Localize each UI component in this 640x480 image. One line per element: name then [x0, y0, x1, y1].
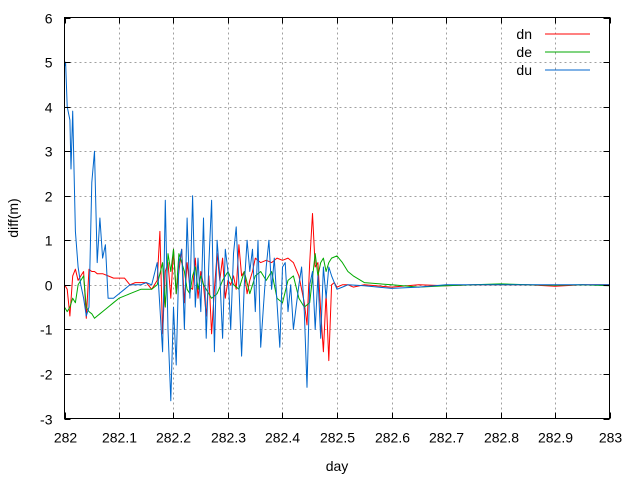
y-axis-label: diff(m): [5, 198, 21, 237]
y-tick-label: 6: [45, 11, 53, 27]
legend-label-du: du: [516, 62, 532, 78]
y-tick-label: 4: [45, 100, 53, 116]
y-tick-label: 3: [45, 144, 53, 160]
series-line-de: [64, 248, 610, 319]
x-tick-label: 282.3: [211, 430, 246, 446]
y-tick-labels: -3 -2 -1 0 1 2 3 4 5 6: [40, 11, 53, 428]
series-lines: [64, 61, 610, 402]
x-tick-label: 282.7: [429, 430, 464, 446]
y-tick-label: 2: [45, 189, 53, 205]
x-tick-label: 282.4: [265, 430, 300, 446]
legend: dn de du: [516, 26, 590, 78]
y-tick-label: -2: [40, 367, 53, 383]
x-tick-label: 282.6: [375, 430, 410, 446]
x-tick-label: 282.8: [484, 430, 519, 446]
legend-label-dn: dn: [516, 26, 532, 42]
x-tick-label: 282.2: [156, 430, 191, 446]
series-line-du: [64, 61, 610, 402]
x-tick-label: 282.5: [320, 430, 355, 446]
legend-label-de: de: [516, 44, 532, 60]
x-tick-label: 282.1: [102, 430, 137, 446]
x-tick-label: 282.9: [538, 430, 573, 446]
y-tick-label: 1: [45, 233, 53, 249]
y-tick-label: 5: [45, 55, 53, 71]
y-tick-label: -1: [40, 322, 53, 338]
y-tick-label: -3: [40, 412, 53, 428]
grid-lines: [64, 17, 610, 419]
x-tick-labels: 282 282.1 282.2 282.3 282.4 282.5 282.6 282.7 28…: [54, 430, 623, 446]
x-tick-label: 282: [54, 430, 78, 446]
x-tick-label: 283: [599, 430, 623, 446]
y-tick-label: 0: [45, 278, 53, 294]
x-axis-label: day: [326, 458, 349, 474]
axis-ticks: [64, 17, 611, 420]
